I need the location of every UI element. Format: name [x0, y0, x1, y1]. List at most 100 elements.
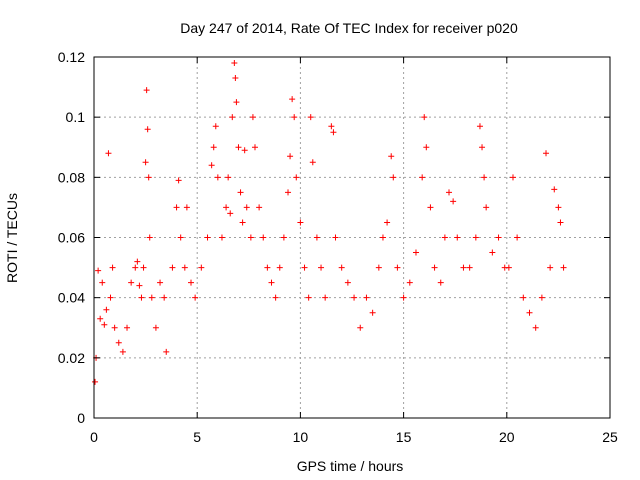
data-point — [514, 234, 521, 241]
y-tick-label: 0.04 — [58, 290, 85, 306]
data-point — [509, 174, 516, 181]
data-point — [547, 264, 554, 271]
data-point — [427, 204, 434, 211]
data-point — [293, 174, 300, 181]
data-point — [109, 264, 116, 271]
data-point — [309, 159, 316, 166]
data-point — [132, 264, 139, 271]
data-point — [103, 306, 110, 313]
data-point — [322, 294, 329, 301]
data-point — [344, 279, 351, 286]
data-point — [145, 174, 152, 181]
data-point — [237, 189, 244, 196]
data-point — [105, 150, 112, 157]
data-point — [446, 189, 453, 196]
data-point — [138, 294, 145, 301]
data-point — [143, 87, 150, 94]
data-point — [115, 339, 122, 346]
data-point — [301, 264, 308, 271]
data-point — [177, 234, 184, 241]
data-point — [394, 264, 401, 271]
data-point — [111, 324, 118, 331]
data-point — [460, 264, 467, 271]
data-point — [264, 264, 271, 271]
data-point — [101, 321, 108, 328]
data-point — [249, 114, 256, 121]
data-point — [466, 264, 473, 271]
data-point — [233, 99, 240, 106]
data-point — [268, 279, 275, 286]
data-point — [505, 264, 512, 271]
data-point — [369, 309, 376, 316]
data-point — [318, 264, 325, 271]
data-point — [235, 144, 242, 151]
data-point — [192, 294, 199, 301]
data-point — [227, 210, 234, 217]
x-tick-label: 15 — [396, 429, 412, 445]
data-point — [431, 264, 438, 271]
data-point — [241, 147, 248, 154]
data-point — [437, 279, 444, 286]
data-point — [388, 153, 395, 160]
data-point — [119, 348, 126, 355]
data-point — [543, 150, 550, 157]
data-point — [107, 294, 114, 301]
data-point — [280, 234, 287, 241]
data-point — [375, 264, 382, 271]
data-point — [520, 294, 527, 301]
data-point — [148, 294, 155, 301]
data-point — [450, 198, 457, 205]
data-point — [142, 159, 149, 166]
plot-frame — [93, 56, 611, 419]
data-point — [225, 174, 232, 181]
data-point — [390, 174, 397, 181]
data-point — [214, 174, 221, 181]
data-point — [305, 294, 312, 301]
data-point — [423, 144, 430, 151]
data-point — [328, 123, 335, 130]
x-tick-label: 5 — [193, 429, 201, 445]
data-point — [92, 378, 99, 385]
y-axis-label: ROTI / TECUs — [4, 193, 20, 283]
data-point — [223, 204, 230, 211]
data-point — [161, 294, 168, 301]
data-point — [276, 264, 283, 271]
y-tick-label: 0.08 — [58, 169, 85, 185]
data-point — [231, 60, 238, 67]
data-point — [289, 96, 296, 103]
data-points — [92, 60, 567, 385]
x-tick-label: 10 — [293, 429, 309, 445]
data-point — [479, 144, 486, 151]
data-point — [481, 174, 488, 181]
data-point — [173, 204, 180, 211]
data-point — [256, 204, 263, 211]
data-point — [483, 204, 490, 211]
data-point — [251, 144, 258, 151]
data-point — [232, 75, 239, 82]
data-point — [421, 114, 428, 121]
x-axis-label: GPS time / hours — [297, 458, 404, 474]
data-point — [247, 234, 254, 241]
data-point — [307, 114, 314, 121]
data-point — [175, 177, 182, 184]
x-tick-label: 20 — [499, 429, 515, 445]
data-point — [476, 123, 483, 130]
data-point — [419, 174, 426, 181]
data-point — [338, 264, 345, 271]
data-point — [163, 348, 170, 355]
data-point — [188, 279, 195, 286]
data-point — [400, 294, 407, 301]
data-point — [218, 234, 225, 241]
data-point — [330, 129, 337, 136]
data-point — [472, 234, 479, 241]
chart-title: Day 247 of 2014, Rate Of TEC Index for r… — [180, 20, 518, 36]
data-point — [157, 279, 164, 286]
data-point — [128, 279, 135, 286]
grid-lines — [94, 57, 610, 418]
y-tick-label: 0 — [77, 410, 85, 426]
y-tick-label: 0.02 — [58, 350, 85, 366]
data-point — [95, 267, 102, 274]
y-tick-label: 0.12 — [58, 49, 85, 65]
data-point — [181, 264, 188, 271]
